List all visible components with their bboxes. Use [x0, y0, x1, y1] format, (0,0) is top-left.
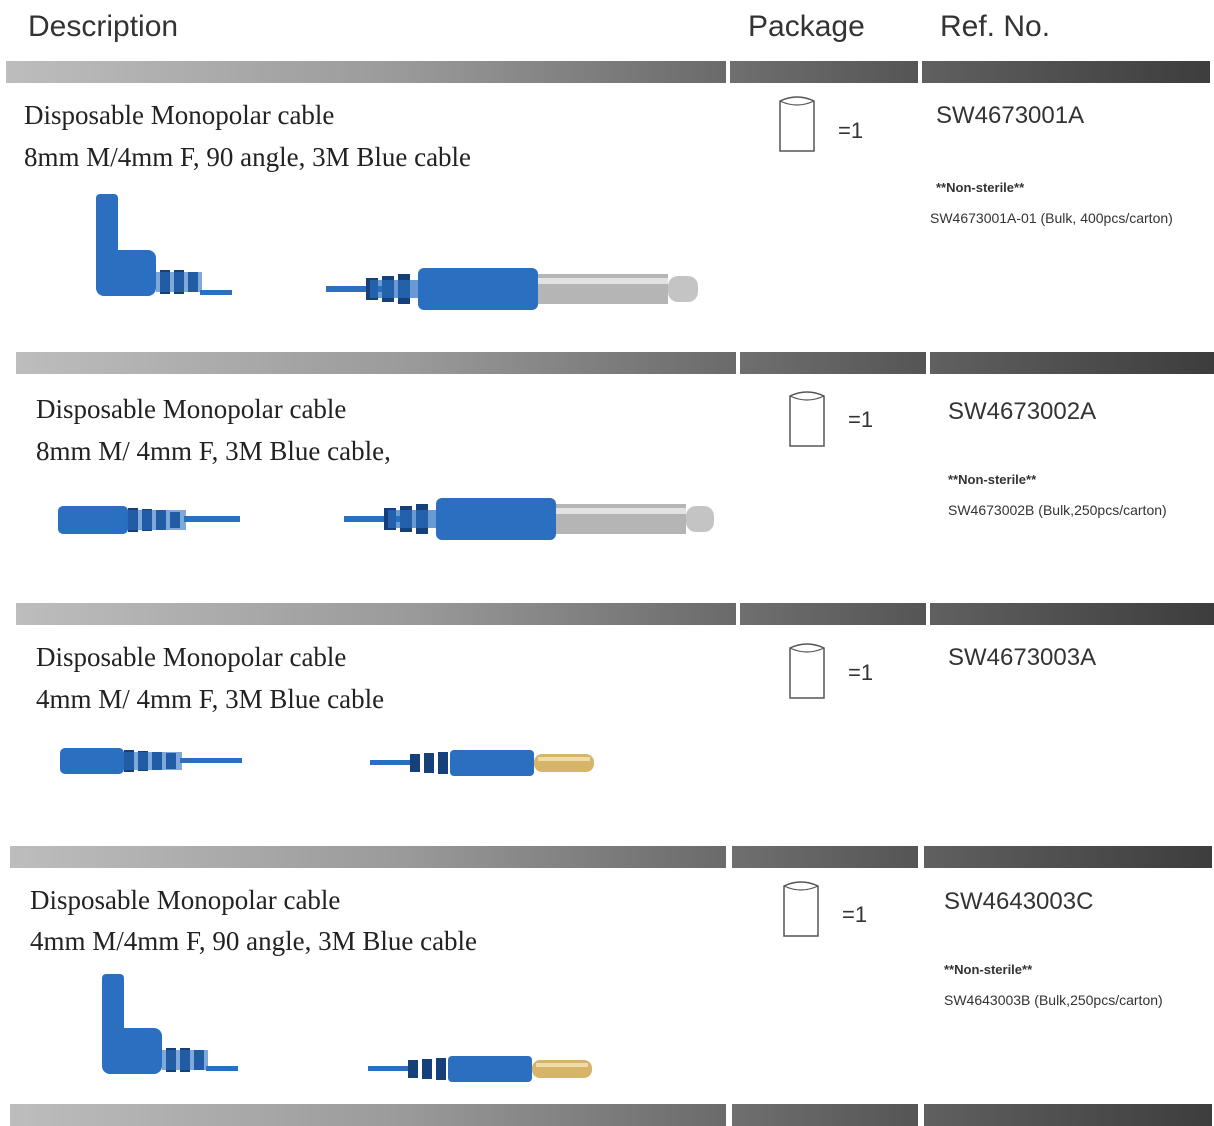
non-sterile-label: **Non-sterile**	[948, 472, 1037, 487]
package-pouch-icon	[783, 881, 819, 937]
non-sterile-label: **Non-sterile**	[944, 962, 1033, 977]
straight-connector-image	[60, 748, 242, 774]
ref-number: SW4643003C	[944, 888, 1094, 915]
straight-connector-image	[58, 506, 240, 534]
product-spec: 4mm M/ 4mm F, 3M Blue cable	[36, 684, 385, 714]
row-divider-bar	[0, 1104, 1214, 1126]
ref-number: SW4673002A	[948, 398, 1097, 425]
plug-8mm-image	[344, 498, 714, 540]
row-divider-bar	[0, 846, 1214, 868]
product-title: Disposable Monopolar cable	[24, 100, 335, 130]
product-spec: 8mm M/4mm F, 90 angle, 3M Blue cable	[24, 142, 472, 172]
package-pouch-icon	[779, 96, 815, 152]
product-title: Disposable Monopolar cable	[30, 885, 341, 915]
ref-number: SW4673003A	[948, 644, 1097, 671]
header-divider-bar	[0, 61, 1214, 83]
package-pouch-icon	[789, 391, 825, 447]
package-quantity: =1	[848, 660, 874, 685]
bulk-ref-number: SW4673001A-01 (Bulk, 400pcs/carton)	[930, 210, 1173, 226]
plug-4mm-image	[368, 1056, 592, 1082]
package-quantity: =1	[848, 407, 874, 432]
column-header-ref-no: Ref. No.	[940, 10, 1051, 43]
product-title: Disposable Monopolar cable	[36, 394, 347, 424]
package-quantity: =1	[842, 902, 868, 927]
column-header-package: Package	[748, 10, 865, 43]
angled-connector-image	[96, 194, 232, 296]
package-pouch-icon	[789, 643, 825, 699]
package-quantity: =1	[838, 118, 864, 143]
bulk-ref-number: SW4673002B (Bulk,250pcs/carton)	[948, 502, 1167, 518]
product-spec: 4mm M/4mm F, 90 angle, 3M Blue cable	[30, 926, 478, 956]
product-title: Disposable Monopolar cable	[36, 642, 347, 672]
bulk-ref-number: SW4643003B (Bulk,250pcs/carton)	[944, 992, 1163, 1008]
non-sterile-label: **Non-sterile**	[936, 180, 1025, 195]
product-spec: 8mm M/ 4mm F, 3M Blue cable,	[36, 436, 391, 466]
ref-number: SW4673001A	[936, 102, 1085, 129]
plug-8mm-image	[326, 268, 698, 310]
row-divider-bar	[0, 603, 1214, 625]
column-header-description: Description	[28, 10, 179, 43]
row-divider-bar	[0, 352, 1214, 374]
plug-4mm-image	[370, 750, 594, 776]
angled-connector-image	[102, 974, 238, 1074]
